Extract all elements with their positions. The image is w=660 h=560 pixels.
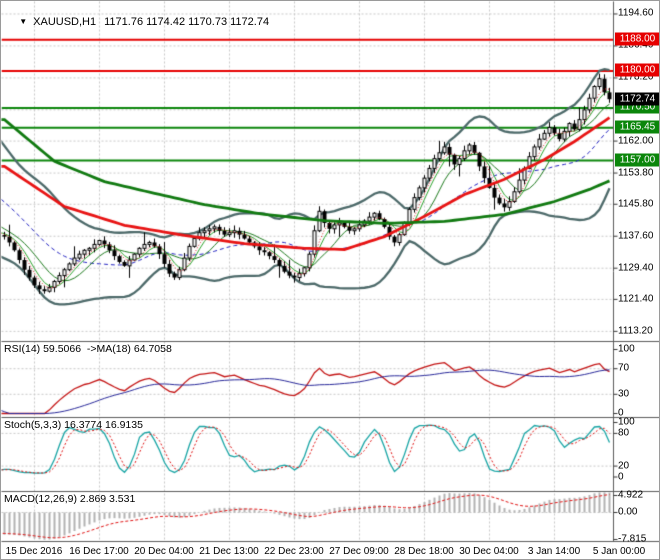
level-price-badge: 1157.00 bbox=[615, 153, 659, 167]
date-tick-label: 22 Dec 23:00 bbox=[264, 546, 324, 557]
stoch-tick-label: 80 bbox=[618, 427, 630, 439]
level-price-badge: 1180.00 bbox=[615, 63, 659, 77]
date-tick-label: 20 Dec 04:00 bbox=[134, 546, 194, 557]
price-tick-label: 1178.20 bbox=[618, 71, 654, 83]
date-tick-label: 5 Jan 00:00 bbox=[592, 546, 646, 557]
symbol-timeframe-label: XAUUSD,H1 bbox=[33, 16, 97, 28]
price-tick-label: 1162.00 bbox=[618, 135, 654, 147]
current-price-badge: 1172.74 bbox=[615, 92, 659, 106]
date-tick-label: 21 Dec 13:00 bbox=[199, 546, 259, 557]
macd-tick-label: 4.922 bbox=[618, 489, 644, 501]
macd-indicator-label: MACD(12,26,9) 2.869 3.531 bbox=[4, 493, 136, 505]
rsi-tick-label: 0 bbox=[618, 407, 624, 419]
price-tick-label: 1121.40 bbox=[618, 293, 654, 305]
symbol-dropdown-icon[interactable]: ▼ bbox=[19, 17, 28, 26]
rsi-tick-label: 100 bbox=[618, 343, 635, 355]
price-tick-label: 1153.80 bbox=[618, 167, 654, 179]
price-tick-label: 1145.80 bbox=[618, 198, 654, 210]
price-tick-label: 1113.20 bbox=[618, 325, 653, 337]
macd-tick-label: -7.815 bbox=[618, 533, 647, 545]
date-tick-label: 28 Dec 18:00 bbox=[394, 546, 454, 557]
price-tick-label: 1129.40 bbox=[618, 262, 654, 274]
level-price-badge: 1165.45 bbox=[615, 120, 659, 134]
date-tick-label: 16 Dec 17:00 bbox=[69, 546, 129, 557]
date-tick-label: 15 Dec 2016 bbox=[5, 546, 63, 557]
rsi-indicator-label: RSI(14) 59.5066 ->MA(18) 64.7058 bbox=[4, 343, 172, 355]
date-tick-label: 30 Dec 04:00 bbox=[459, 546, 519, 557]
date-tick-label: 3 Jan 14:00 bbox=[527, 546, 581, 557]
rsi-tick-label: 70 bbox=[618, 362, 630, 374]
ohlc-values: 1171.76 1174.42 1170.73 1172.74 bbox=[104, 16, 270, 28]
chart-title-bar: ▼ XAUUSD,H1 1171.76 1174.42 1170.73 1172.7… bbox=[7, 4, 269, 40]
rsi-tick-label: 30 bbox=[618, 388, 630, 400]
macd-tick-label: 0.00 bbox=[618, 506, 638, 518]
price-tick-label: 1194.60 bbox=[618, 7, 654, 19]
price-tick-label: 1137.60 bbox=[618, 230, 654, 242]
stoch-tick-label: 100 bbox=[618, 416, 635, 428]
stoch-tick-label: 20 bbox=[618, 460, 630, 472]
stoch-indicator-label: Stoch(5,3,3) 16.3774 16.9135 bbox=[4, 419, 143, 431]
stoch-tick-label: 0 bbox=[618, 471, 624, 482]
date-tick-label: 27 Dec 09:00 bbox=[329, 546, 389, 557]
level-price-badge: 1188.00 bbox=[615, 32, 659, 46]
